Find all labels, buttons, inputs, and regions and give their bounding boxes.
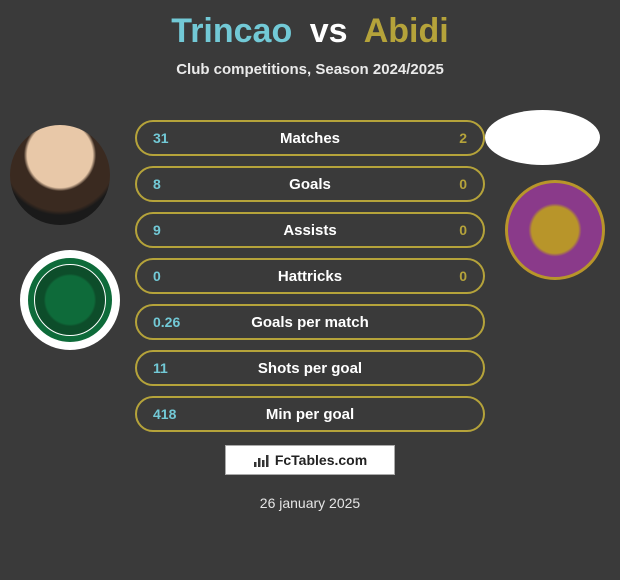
stat-row: 31 Matches 2 (135, 120, 485, 156)
player1-avatar (10, 125, 110, 225)
stat-row: 11 Shots per goal (135, 350, 485, 386)
stat-left-value: 418 (153, 406, 176, 422)
stat-label: Shots per goal (137, 360, 483, 377)
stat-right-value: 0 (459, 222, 467, 238)
stat-row: 0.26 Goals per match (135, 304, 485, 340)
player2-name: Abidi (364, 12, 449, 50)
stat-row: 418 Min per goal (135, 396, 485, 432)
comparison-title: Trincao vs Abidi (0, 12, 620, 51)
stat-label: Min per goal (137, 406, 483, 423)
stat-left-value: 0 (153, 268, 161, 284)
badge-ring (28, 258, 112, 342)
bar-chart-icon (253, 452, 269, 468)
player2-avatar (485, 110, 600, 165)
player1-club-badge (20, 250, 120, 350)
stat-right-value: 0 (459, 176, 467, 192)
stat-label: Matches (137, 130, 483, 147)
stat-left-value: 31 (153, 130, 169, 146)
stat-left-value: 8 (153, 176, 161, 192)
watermark-text: FcTables.com (275, 452, 367, 468)
stat-row: 0 Hattricks 0 (135, 258, 485, 294)
player1-name: Trincao (171, 12, 292, 50)
stat-left-value: 9 (153, 222, 161, 238)
season-subtitle: Club competitions, Season 2024/2025 (0, 61, 620, 78)
vs-text: vs (302, 12, 356, 50)
stat-label: Goals (137, 176, 483, 193)
stat-row: 8 Goals 0 (135, 166, 485, 202)
stats-container: 31 Matches 2 8 Goals 0 9 Assists 0 0 Hat… (135, 120, 485, 442)
player2-club-badge (505, 180, 605, 280)
source-watermark: FcTables.com (225, 445, 395, 475)
generation-date: 26 january 2025 (0, 495, 620, 511)
stat-label: Assists (137, 222, 483, 239)
stat-right-value: 2 (459, 130, 467, 146)
stat-left-value: 11 (153, 360, 168, 376)
stat-row: 9 Assists 0 (135, 212, 485, 248)
stat-left-value: 0.26 (153, 314, 180, 330)
stat-label: Goals per match (137, 314, 483, 331)
stat-right-value: 0 (459, 268, 467, 284)
stat-label: Hattricks (137, 268, 483, 285)
